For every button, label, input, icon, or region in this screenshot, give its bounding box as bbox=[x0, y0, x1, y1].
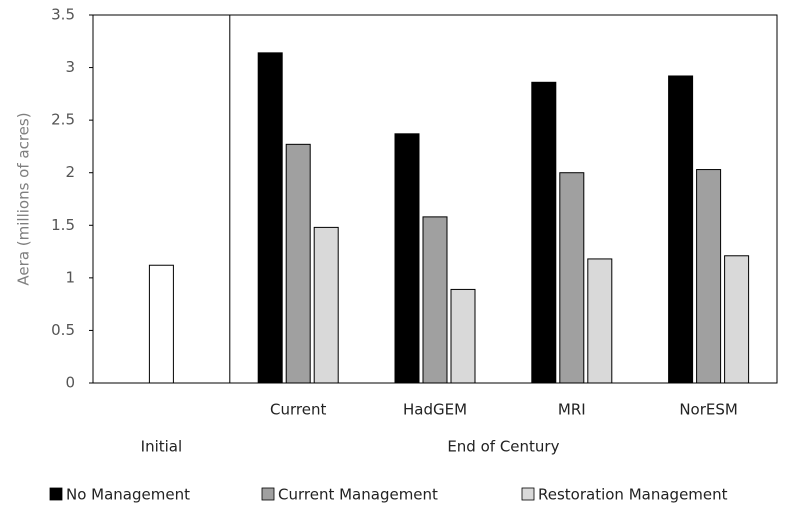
y-tick-label: 2.5 bbox=[51, 111, 75, 129]
x-tick-label: HadGEM bbox=[403, 401, 467, 419]
legend-label: Restoration Management bbox=[538, 486, 728, 504]
legend-label: No Management bbox=[66, 486, 190, 504]
bar bbox=[148, 264, 174, 384]
x-tick-label: Current bbox=[270, 401, 326, 419]
y-tick-label: 0 bbox=[65, 374, 75, 392]
bar bbox=[450, 288, 476, 384]
y-axis-label: Aera (millions of acres) bbox=[15, 112, 33, 285]
bar bbox=[587, 258, 613, 384]
bar bbox=[285, 143, 311, 384]
bar bbox=[724, 255, 750, 384]
group-label: Initial bbox=[141, 438, 183, 456]
bar bbox=[394, 133, 420, 384]
x-tick-label: MRI bbox=[558, 401, 586, 419]
legend-swatch bbox=[49, 487, 63, 501]
bar bbox=[696, 169, 722, 384]
y-tick-label: 3.5 bbox=[51, 6, 75, 24]
legend-label: Current Management bbox=[278, 486, 438, 504]
bar bbox=[257, 52, 283, 384]
bar bbox=[531, 81, 557, 384]
legend-swatch bbox=[261, 487, 275, 501]
bar bbox=[668, 75, 694, 384]
x-tick-label: NorESM bbox=[679, 401, 738, 419]
y-tick-label: 3 bbox=[65, 58, 75, 76]
bar bbox=[422, 216, 448, 384]
bar bbox=[313, 226, 339, 384]
y-tick-label: 0.5 bbox=[51, 321, 75, 339]
group-label: End of Century bbox=[447, 438, 559, 456]
bar bbox=[559, 172, 585, 384]
y-tick-label: 1.5 bbox=[51, 216, 75, 234]
y-tick-label: 1 bbox=[65, 268, 75, 286]
y-tick-label: 2 bbox=[65, 163, 75, 181]
legend-swatch bbox=[521, 487, 535, 501]
